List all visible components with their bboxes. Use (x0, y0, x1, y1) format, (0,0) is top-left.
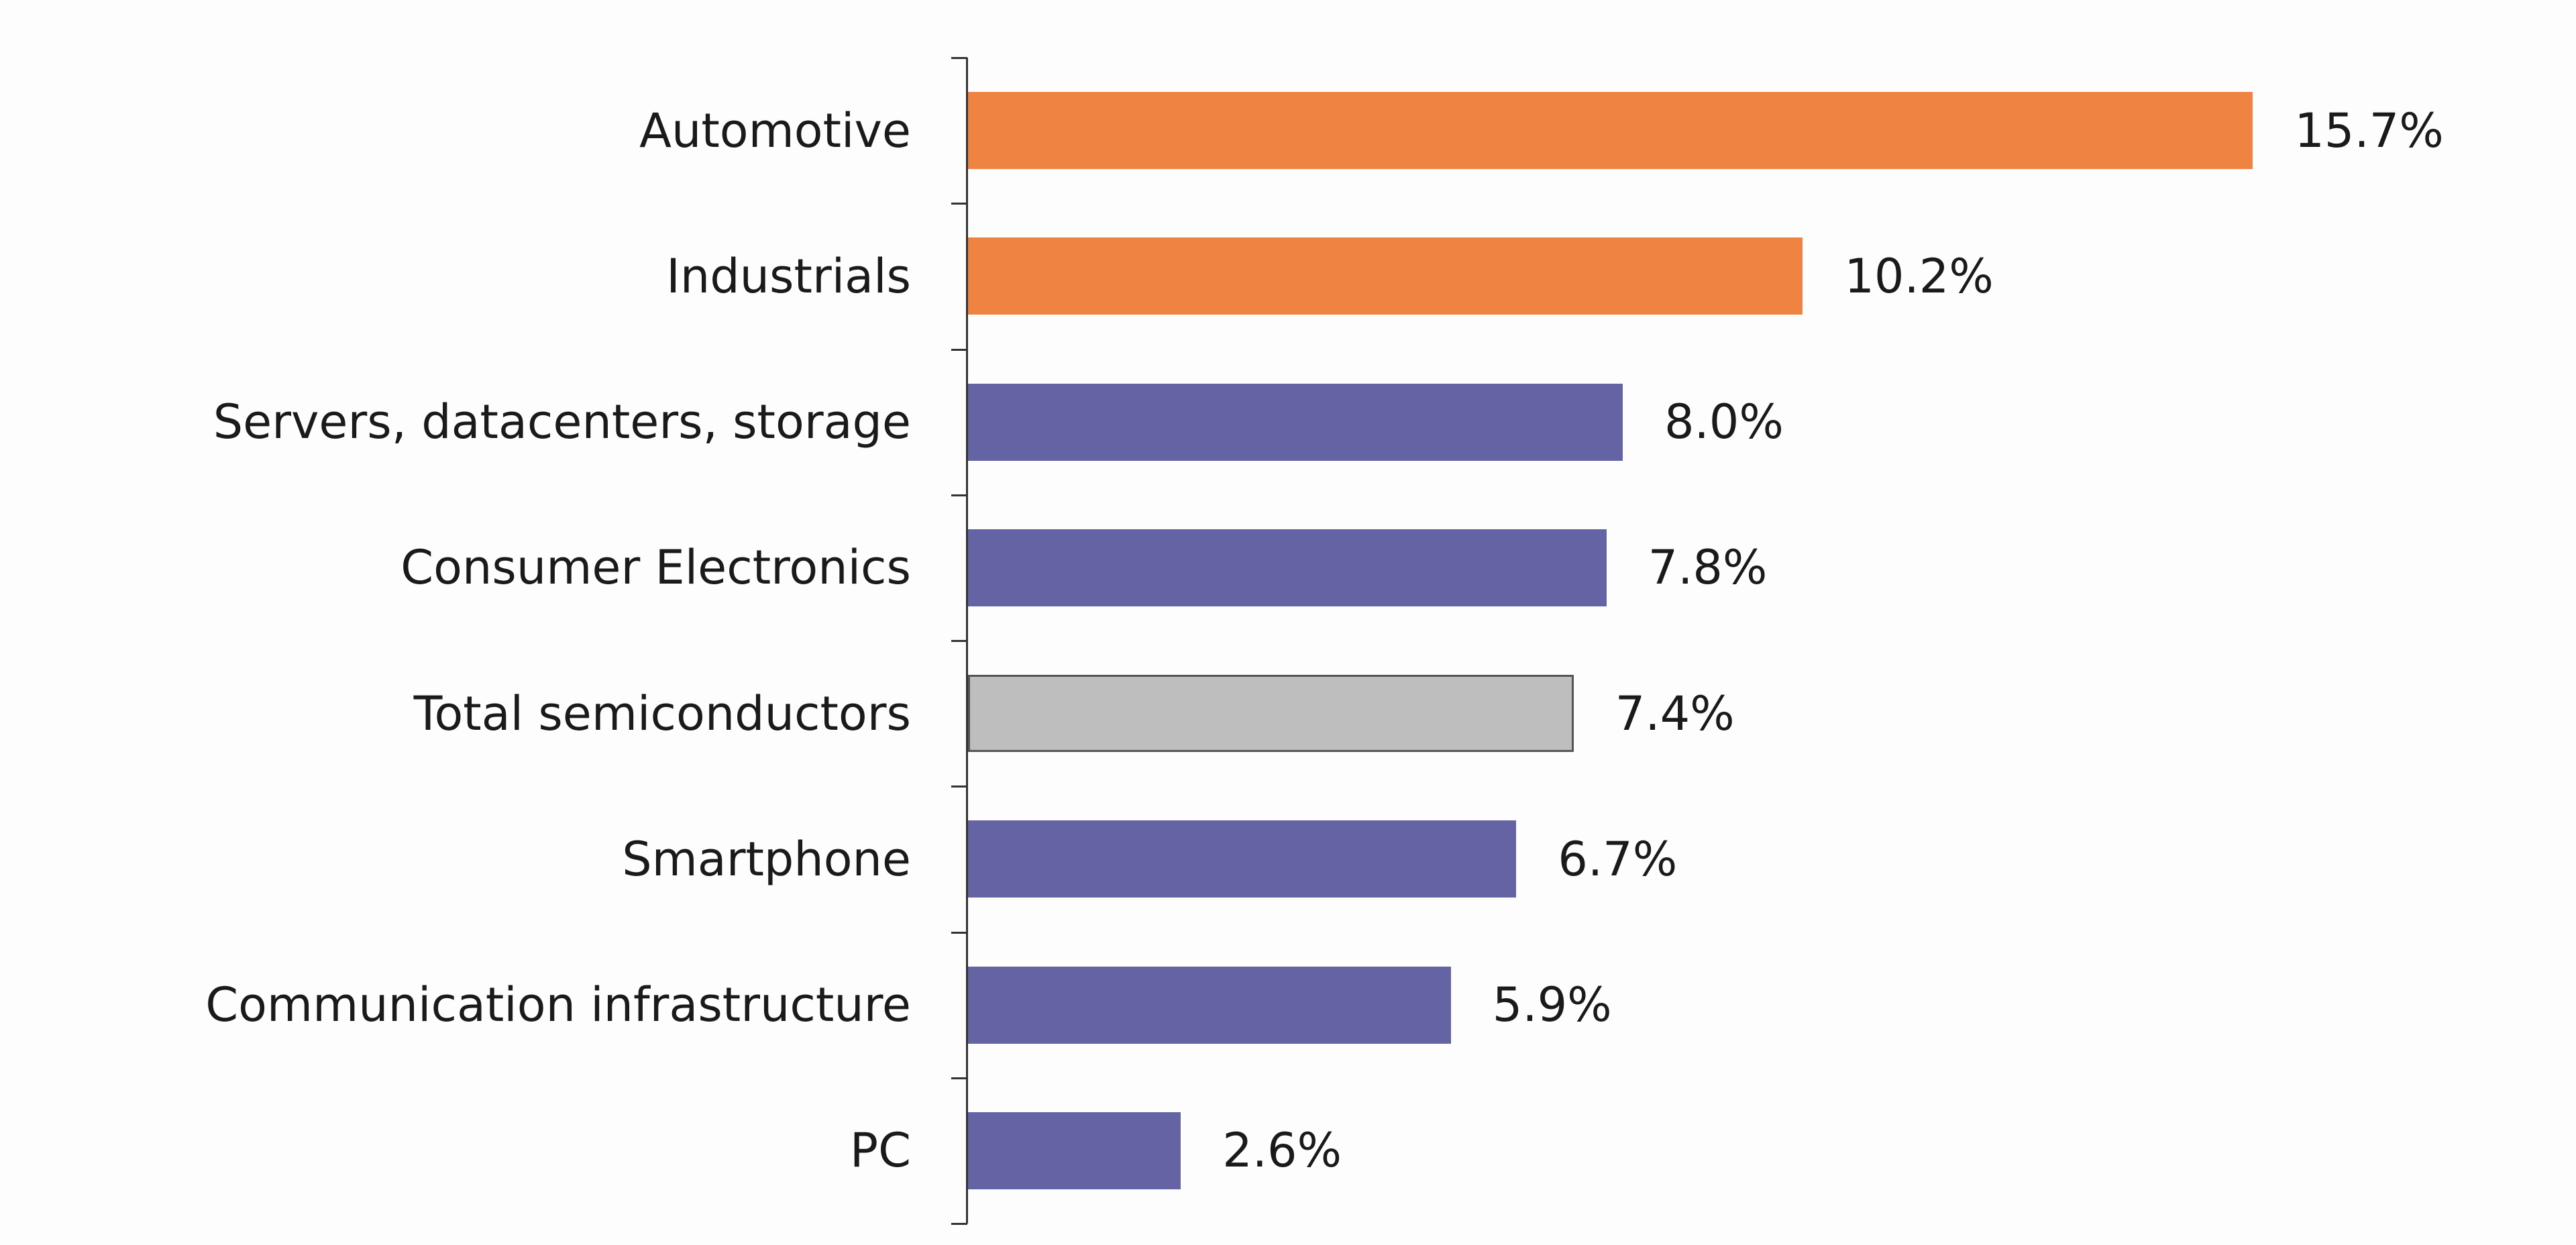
category-label: Smartphone (622, 831, 911, 887)
y-axis-tick (951, 57, 967, 59)
y-axis-tick (951, 1223, 967, 1225)
category-label: Consumer Electronics (400, 540, 911, 596)
bar-pc (968, 1112, 1181, 1189)
category-label: Automotive (639, 103, 911, 158)
y-axis-tick (951, 786, 967, 788)
y-axis-tick (951, 203, 967, 205)
y-axis-tick (951, 931, 967, 934)
value-label: 7.8% (1648, 540, 1768, 596)
category-label: Servers, datacenters, storage (213, 394, 911, 450)
y-axis-tick (951, 640, 967, 642)
bar-servers-datacenters-storage (968, 383, 1623, 461)
category-label: Communication infrastructure (205, 977, 911, 1033)
category-label: Total semiconductors (413, 686, 911, 741)
category-label: PC (849, 1123, 911, 1179)
bar-industrials (968, 237, 1803, 315)
value-label: 2.6% (1222, 1123, 1342, 1179)
y-axis-tick (951, 348, 967, 351)
value-label: 5.9% (1492, 977, 1612, 1033)
value-label: 8.0% (1664, 394, 1784, 450)
bar-communication-infrastructure (968, 966, 1451, 1044)
category-label: Industrials (666, 248, 911, 304)
bar-smartphone (968, 820, 1517, 898)
value-label: 6.7% (1558, 831, 1678, 887)
value-label: 10.2% (1844, 248, 1994, 304)
y-axis-tick (951, 1077, 967, 1079)
bar-automotive (968, 92, 2253, 170)
y-axis-tick (951, 494, 967, 496)
value-label: 7.4% (1615, 686, 1735, 741)
bar-consumer-electronics (968, 529, 1607, 606)
bar-total-semiconductors (968, 675, 1574, 753)
value-label: 15.7% (2294, 103, 2444, 158)
